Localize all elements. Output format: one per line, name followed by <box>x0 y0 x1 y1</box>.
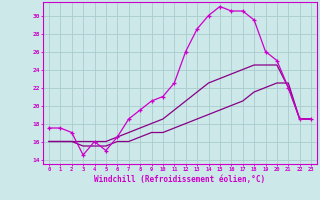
X-axis label: Windchill (Refroidissement éolien,°C): Windchill (Refroidissement éolien,°C) <box>94 175 266 184</box>
